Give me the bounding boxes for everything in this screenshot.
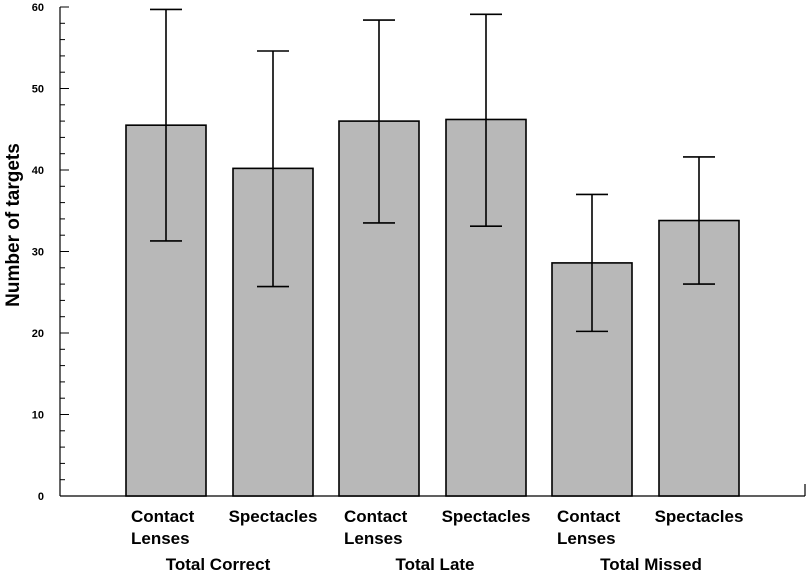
bars (125, 118, 740, 497)
category-label: Spectacles (655, 507, 744, 526)
group-label: Total Correct (166, 555, 271, 574)
y-tick-label: 50 (32, 84, 44, 96)
group-label: Total Missed (600, 555, 702, 574)
error-bars (150, 8, 715, 333)
y-tick-label: 60 (32, 2, 44, 14)
category-label: Lenses (557, 529, 616, 548)
category-labels: Contact Lenses Spectacles Contact Lenses Spec… (131, 507, 743, 574)
category-label: Lenses (131, 529, 190, 548)
category-label: Spectacles (229, 507, 318, 526)
category-label: Contact (131, 507, 195, 526)
y-tick-label: 20 (32, 328, 44, 340)
y-axis-title: Number of targets (3, 143, 24, 307)
y-tick-label: 10 (32, 410, 44, 422)
category-label: Spectacles (442, 507, 531, 526)
category-label: Contact (344, 507, 408, 526)
category-label: Lenses (344, 529, 403, 548)
category-label: Contact (557, 507, 621, 526)
group-label: Total Late (395, 555, 474, 574)
y-tick-label: 40 (32, 165, 44, 177)
y-tick-label: 30 (32, 247, 44, 259)
y-tick-label: 0 (38, 491, 44, 503)
